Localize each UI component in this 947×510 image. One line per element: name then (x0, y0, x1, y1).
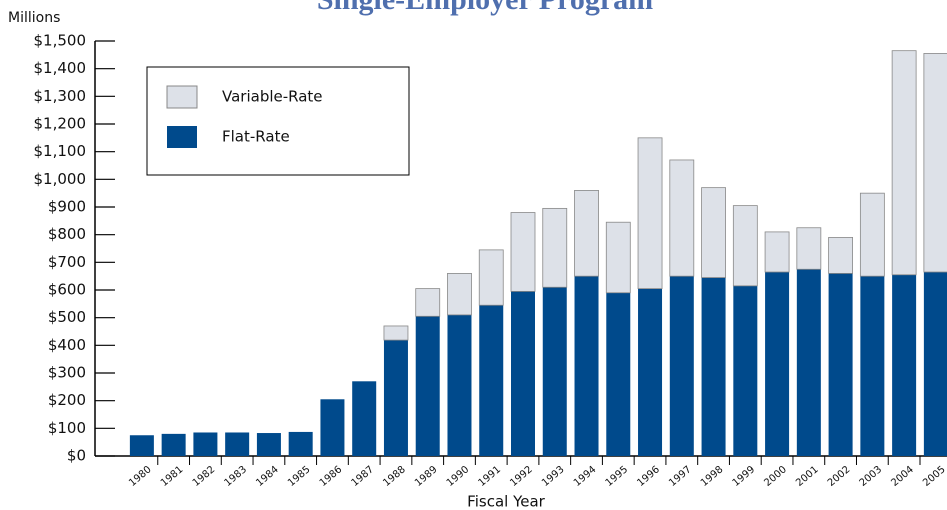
y-tick-label: $900 (48, 198, 86, 216)
bar-segment (352, 381, 377, 456)
bar-segment (923, 53, 947, 273)
bar-segment (605, 221, 631, 294)
bar-segment (542, 287, 567, 456)
x-tick-label: 1988 (381, 464, 408, 489)
bar-segment (860, 276, 885, 456)
bar-segment (859, 192, 885, 277)
bar-segment (638, 288, 663, 456)
y-tick-label: $800 (48, 225, 86, 243)
bar-segment (383, 340, 408, 456)
y-unit: Millions (8, 10, 60, 26)
bar-segment (732, 205, 758, 287)
chart-title: Single-Employer Program (317, 0, 653, 16)
bar-segment (574, 189, 599, 277)
bar-segment (637, 137, 663, 290)
bar-segment (542, 207, 568, 288)
x-tick-label: 1983 (222, 464, 249, 489)
x-tick-label: 1995 (604, 464, 631, 489)
x-tick-label: 2000 (762, 464, 789, 489)
bar-segment (478, 249, 504, 306)
legend-box (146, 66, 410, 176)
y-tick-label: $1,400 (34, 59, 87, 77)
bar-segment (288, 431, 313, 456)
bar-segment (574, 276, 599, 456)
x-tick-label: 1991 (477, 464, 504, 489)
bar-segment (669, 159, 695, 277)
x-tick-label: 2001 (794, 464, 821, 489)
bar-segment (796, 227, 822, 270)
bar-segment (161, 433, 186, 456)
x-tick-label: 1999 (731, 464, 758, 489)
x-tick-label: 1997 (667, 464, 694, 489)
y-tick-label: $0 (67, 447, 86, 465)
x-tick-label: 1998 (699, 464, 726, 489)
legend-swatch (167, 126, 197, 148)
bar-segment (923, 272, 947, 456)
y-tick-label: $300 (48, 364, 86, 382)
bar-segment (764, 231, 790, 273)
x-axis-label: Fiscal Year (467, 493, 545, 510)
bar-segment (828, 273, 853, 456)
y-tick-label: $200 (48, 391, 86, 409)
x-tick-label: 1982 (191, 464, 218, 489)
y-tick-label: $1,100 (34, 142, 87, 160)
legend-label: Flat-Rate (222, 128, 290, 146)
x-tick-label: 1987 (349, 464, 376, 489)
legend-label: Variable-Rate (222, 88, 323, 106)
x-tick-label: 2003 (858, 464, 885, 489)
bar-segment (828, 237, 853, 274)
bar-segment (796, 269, 821, 456)
x-tick-label: 1993 (540, 464, 567, 489)
bar-segment (129, 435, 154, 456)
bar-segment (606, 292, 631, 456)
y-tick-label: $1,500 (34, 32, 87, 50)
bar-segment (765, 272, 790, 456)
x-tick-label: 1985 (286, 464, 313, 489)
bar-segment (447, 314, 472, 456)
x-tick-label: 1984 (254, 464, 281, 489)
bar-segment (415, 316, 440, 456)
bar-segment (447, 272, 472, 316)
bar-segment (511, 291, 535, 456)
x-tick-label: 2005 (921, 464, 947, 489)
bar-segment (510, 212, 536, 292)
x-tick-label: 1994 (572, 464, 599, 489)
bar-segment (669, 276, 694, 456)
x-tick-label: 1990 (445, 464, 472, 489)
bar-segment (892, 274, 917, 456)
bar-segment (383, 325, 409, 341)
y-tick-label: $500 (48, 308, 86, 326)
x-tick-label: 2002 (826, 464, 853, 489)
bar-segment (891, 50, 917, 276)
x-tick-label: 1981 (159, 464, 186, 489)
bar-segment (256, 433, 281, 456)
y-tick-label: $400 (48, 336, 86, 354)
y-tick-label: $700 (48, 253, 86, 271)
bar-segment (701, 277, 726, 456)
legend-swatch (166, 85, 198, 109)
bar-segment (415, 288, 441, 317)
bar-segment (320, 399, 345, 456)
bar-segment (733, 285, 758, 456)
bar-segment (225, 432, 250, 456)
bar-segment (479, 305, 504, 456)
x-tick-label: 1980 (127, 464, 154, 489)
x-tick-label: 1996 (635, 464, 662, 489)
bar-segment (193, 432, 218, 456)
y-tick-label: $600 (48, 281, 86, 299)
x-tick-label: 1986 (318, 464, 345, 489)
y-tick-label: $1,300 (34, 87, 87, 105)
y-tick-label: $100 (48, 419, 86, 437)
y-tick-label: $1,200 (34, 115, 87, 133)
x-tick-label: 1992 (508, 464, 535, 489)
bar-segment (701, 187, 726, 278)
x-tick-label: 1989 (413, 464, 440, 489)
y-tick-label: $1,000 (34, 170, 87, 188)
x-tick-label: 2004 (889, 464, 916, 489)
